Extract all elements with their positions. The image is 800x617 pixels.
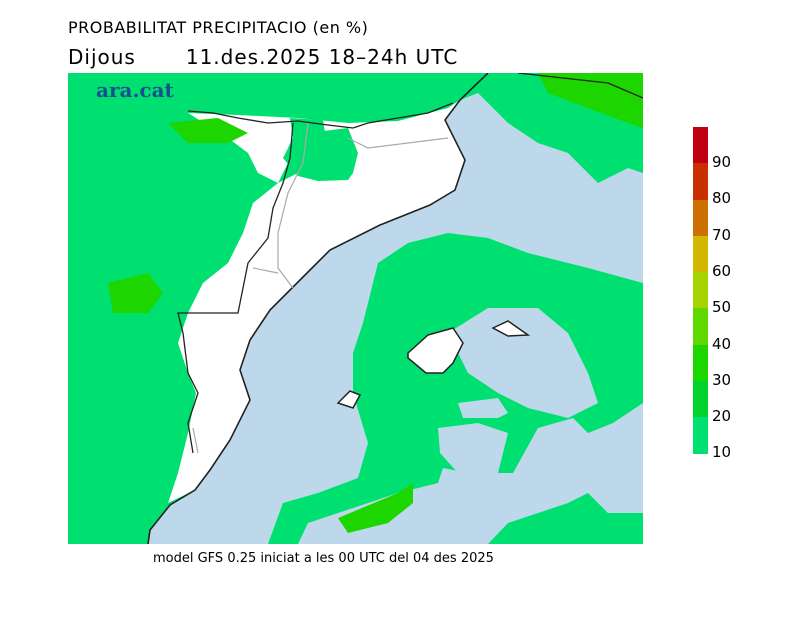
legend-swatch [693,344,708,382]
sea-precip-light-1 [458,398,508,418]
legend-label: 40 [712,334,732,353]
legend-swatch [693,308,708,345]
border-france [187,102,454,129]
sea-precip-light-3 [448,308,598,418]
precip-30-patch-4 [338,483,413,533]
legend-swatch [693,272,708,309]
chart-subtitle: Dijous 11.des.2025 18–24h UTC [68,45,508,69]
color-legend [693,127,708,454]
legend-label: 50 [712,298,732,317]
precip-30-patch-2 [108,273,163,313]
legend-label: 90 [712,153,732,171]
land-north-precip [283,118,353,181]
legend-swatch [693,381,708,418]
island-ibiza [336,390,362,409]
legend-label: 10 [712,443,732,462]
legend-swatch [693,417,708,454]
legend-label: 70 [712,225,732,244]
legend-swatch [693,163,708,200]
land [168,100,465,503]
sea-precip-light-2 [438,423,508,473]
precipitation-map [68,73,643,544]
ara-cat-logo: ara.cat [96,78,174,102]
legend-label: 20 [712,407,732,426]
precip-30-patch-1 [168,118,248,143]
legend-label: 30 [712,370,732,389]
legend-swatch [693,127,708,164]
legend-label: 60 [712,261,732,280]
legend-swatch [693,235,708,273]
island-menorca [491,320,531,337]
sea-precip-area [268,233,643,544]
border-provinces [192,122,449,454]
border-east [517,73,643,99]
chart-title: PROBABILITAT PRECIPITACIO (en %) [68,18,369,37]
border-aragon [177,122,294,454]
coastline [147,73,489,544]
date-time-label: 11.des.2025 18–24h UTC [185,45,459,69]
land-precip-patch [118,408,178,438]
model-info: model GFS 0.25 iniciat a les 00 UTC del … [153,551,494,566]
legend-swatch [693,199,708,236]
legend-label: 80 [712,189,732,208]
island-mallorca [407,327,464,374]
day-label: Dijous [68,45,136,69]
